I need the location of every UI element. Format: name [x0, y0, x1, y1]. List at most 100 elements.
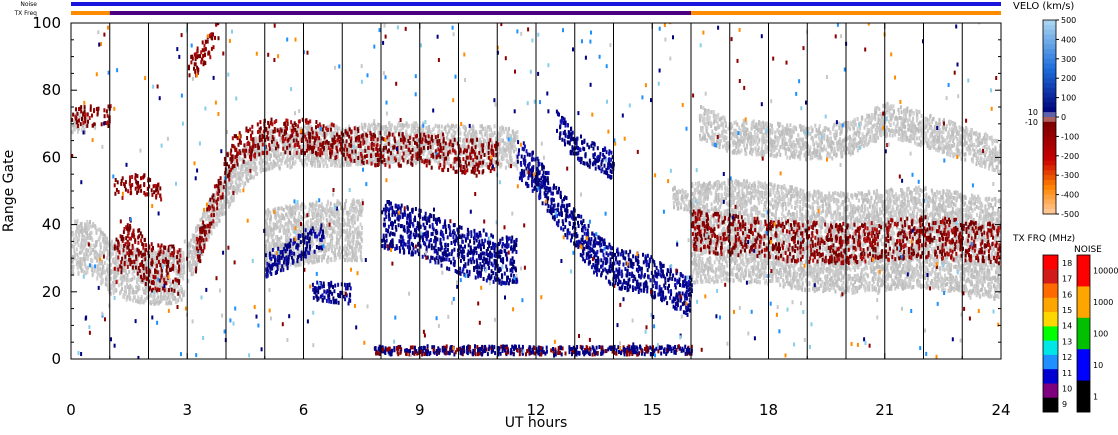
- ground-scatter-cell: [710, 207, 713, 212]
- ground-scatter-cell: [360, 250, 362, 255]
- ground-scatter-cell: [280, 224, 282, 229]
- ground-scatter-cell: [115, 288, 118, 293]
- ground-scatter-cell: [230, 198, 233, 203]
- ground-scatter-cell: [197, 242, 200, 247]
- ground-scatter-cell: [239, 157, 242, 162]
- ground-scatter-cell: [81, 259, 84, 264]
- ground-scatter-cell: [314, 163, 317, 168]
- ground-scatter-cell: [82, 245, 85, 250]
- ground-scatter-cell: [982, 221, 985, 226]
- ground-scatter-cell: [136, 277, 139, 282]
- ground-scatter-cell: [344, 202, 347, 206]
- ground-scatter-cell: [377, 136, 380, 141]
- ground-scatter-cell: [333, 244, 336, 249]
- ground-scatter-cell: [276, 225, 278, 230]
- ground-scatter-cell: [814, 193, 817, 198]
- ground-scatter-cell: [246, 172, 249, 177]
- ground-scatter-cell: [227, 200, 230, 205]
- ground-scatter-cell: [82, 238, 85, 243]
- ground-scatter-cell: [356, 208, 359, 213]
- ground-scatter-cell: [264, 167, 267, 172]
- ground-scatter-cell: [486, 155, 489, 160]
- ground-scatter-cell: [447, 144, 449, 149]
- ground-scatter-cell: [218, 202, 220, 207]
- ground-scatter-cell: [274, 222, 277, 227]
- ground-scatter-cell: [418, 150, 421, 155]
- ground-scatter-cell: [437, 130, 440, 135]
- ground-scatter-cell: [346, 217, 349, 222]
- ground-scatter-cell: [837, 199, 840, 204]
- ground-scatter-cell: [463, 144, 466, 149]
- ground-scatter-cell: [271, 241, 274, 246]
- ground-scatter-cell: [317, 234, 320, 239]
- ground-scatter-cell: [191, 250, 194, 255]
- ground-scatter-cell: [285, 228, 288, 233]
- ground-scatter-cell: [358, 230, 361, 235]
- ground-scatter-cell: [423, 148, 426, 153]
- ground-scatter-cell: [282, 225, 285, 230]
- ground-scatter-cell: [323, 207, 326, 212]
- ground-scatter-cell: [123, 274, 125, 279]
- ground-scatter-cell: [287, 229, 290, 234]
- ground-scatter-cell: [168, 300, 171, 305]
- ground-scatter-cell: [119, 289, 122, 294]
- ground-scatter-cell: [484, 126, 487, 131]
- ground-scatter-cell: [322, 163, 325, 168]
- ground-scatter-cell: [270, 153, 272, 158]
- ground-scatter-cell: [121, 262, 124, 267]
- ground-scatter-cell: [346, 160, 349, 165]
- ground-scatter-cell: [190, 272, 193, 277]
- ground-scatter-cell: [314, 207, 317, 212]
- ground-scatter-cell: [833, 286, 835, 291]
- ground-scatter-cell: [480, 148, 483, 153]
- ground-scatter-cell: [472, 161, 475, 166]
- ground-scatter-cell: [964, 279, 967, 284]
- ground-scatter-cell: [484, 145, 487, 150]
- ground-scatter-cell: [478, 147, 481, 152]
- ground-scatter-cell: [501, 154, 504, 158]
- ground-scatter-cell: [511, 145, 514, 149]
- ground-scatter-cell: [299, 229, 302, 234]
- ground-scatter-cell: [196, 224, 199, 229]
- ground-scatter-cell: [284, 147, 287, 152]
- ground-scatter-cell: [383, 131, 386, 136]
- ground-scatter-cell: [414, 147, 417, 151]
- ground-scatter-cell: [328, 214, 331, 219]
- ground-scatter-cell: [256, 150, 259, 155]
- ground-scatter-cell: [366, 149, 369, 154]
- ground-scatter-cell: [312, 157, 315, 162]
- ground-scatter-cell: [134, 252, 137, 257]
- ground-scatter-cell: [117, 263, 120, 268]
- ground-scatter-cell: [349, 210, 352, 215]
- ground-scatter-cell: [159, 283, 162, 288]
- ground-scatter-cell: [208, 235, 210, 240]
- ground-scatter-cell: [338, 255, 341, 260]
- ground-scatter-cell: [285, 212, 288, 217]
- ground-scatter-cell: [348, 235, 351, 240]
- ground-scatter-cell: [481, 124, 483, 129]
- ground-scatter-cell: [275, 139, 278, 144]
- ground-scatter-cell: [904, 230, 907, 235]
- ground-scatter-cell: [157, 301, 160, 306]
- ground-scatter-cell: [696, 201, 699, 206]
- ground-scatter-cell: [149, 251, 152, 256]
- ground-scatter-cell: [188, 247, 191, 252]
- ground-scatter-cell: [849, 225, 852, 230]
- ground-scatter-cell: [267, 152, 270, 157]
- ground-scatter-cell: [433, 133, 436, 137]
- ground-scatter-cell: [265, 224, 268, 229]
- ground-scatter-cell: [237, 165, 240, 170]
- ground-scatter-cell: [238, 179, 241, 184]
- ground-scatter-cell: [270, 252, 273, 257]
- ground-scatter-cell: [336, 202, 339, 207]
- ground-scatter-cell: [155, 297, 158, 302]
- ground-scatter-cell: [335, 245, 338, 250]
- ground-scatter-cell: [352, 214, 354, 218]
- ground-scatter-cell: [321, 257, 323, 262]
- ground-scatter-cell: [189, 263, 192, 268]
- ground-scatter-cell: [156, 299, 159, 304]
- ground-scatter-cell: [237, 155, 240, 160]
- ground-scatter-cell: [374, 123, 376, 128]
- ground-scatter-cell: [447, 137, 450, 142]
- ground-scatter-cell: [310, 240, 313, 245]
